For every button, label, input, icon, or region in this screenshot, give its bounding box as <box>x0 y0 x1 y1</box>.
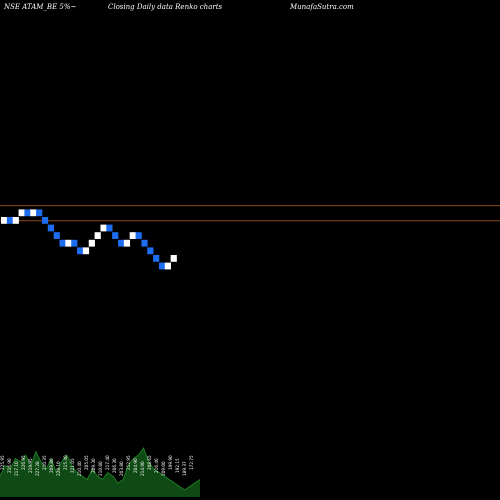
volume-label: 210.35 <box>42 455 47 470</box>
volume-label: 217.10 <box>14 461 19 476</box>
volume-label: 217.40 <box>105 455 110 470</box>
renko-brick <box>158 262 166 270</box>
renko-brick <box>65 239 72 247</box>
renko-brick <box>88 239 95 247</box>
reference-lines <box>0 205 500 222</box>
renko-brick <box>82 247 90 255</box>
volume-label: 228.10 <box>56 461 61 476</box>
renko-brick <box>135 232 142 239</box>
renko-brick <box>24 209 31 217</box>
renko-brick <box>53 232 60 239</box>
volume-label: 221.05 <box>70 458 75 473</box>
renko-brick <box>118 239 125 247</box>
volume-label: 219.95 <box>28 458 33 473</box>
volume-labels: 225.95 216.90 217.10 226.95 219.95 227.28 210.… <box>0 455 194 476</box>
volume-label: 209.80 <box>49 458 54 473</box>
volume-label: 209.00 <box>161 461 166 476</box>
volume-label: 206.30 <box>112 458 117 473</box>
renko-brick <box>36 209 43 217</box>
renko-brick <box>6 217 14 224</box>
renko-brick <box>147 247 154 255</box>
volume-fill <box>0 448 200 497</box>
renko-brick <box>59 239 66 247</box>
renko-brick <box>47 224 54 232</box>
volume-label: 204.90 <box>133 458 138 473</box>
renko-brick <box>123 239 131 247</box>
renko-brick <box>94 232 101 239</box>
volume-line <box>0 447 201 491</box>
volume-area <box>0 447 201 497</box>
renko-brick <box>30 209 37 217</box>
chart-title-right: MunafaSutra.com <box>289 3 354 11</box>
renko-brick <box>41 217 49 224</box>
renko-brick <box>112 232 119 239</box>
volume-label: 215.40 <box>63 455 68 470</box>
renko-bricks <box>1 209 177 270</box>
renko-brick <box>170 255 177 262</box>
volume-label: 199.90 <box>168 455 173 470</box>
volume-label: 205.05 <box>84 455 89 470</box>
renko-brick <box>71 239 78 247</box>
volume-label: 210.80 <box>98 461 103 476</box>
renko-brick <box>100 224 107 232</box>
renko-brick <box>77 247 84 255</box>
chart-title-mid: Closing Daily data Renko charts <box>108 3 223 11</box>
volume-label: 227.28 <box>35 461 40 476</box>
volume-label: 209.30 <box>91 458 96 473</box>
renko-brick <box>12 217 19 224</box>
renko-brick <box>106 224 113 232</box>
volume-label: 212.95 <box>126 455 131 470</box>
volume-label: 189.37 <box>182 461 187 476</box>
volume-label: 210.40 <box>77 461 82 476</box>
volume-label: 226.95 <box>21 455 26 470</box>
renko-brick <box>18 209 25 217</box>
volume-label: 216.46 <box>154 458 159 473</box>
renko-brick <box>1 217 8 224</box>
volume-label: 192.15 <box>175 458 180 473</box>
volume-label: 172.75 <box>189 455 194 470</box>
volume-label: 208.65 <box>147 455 152 470</box>
renko-brick <box>141 239 148 247</box>
volume-label: 203.80 <box>119 461 124 476</box>
renko-brick <box>153 255 160 262</box>
renko-brick <box>129 232 136 239</box>
volume-label: 214.90 <box>140 461 145 476</box>
volume-label: 225.95 <box>0 455 5 470</box>
renko-brick <box>164 262 171 270</box>
chart-title-left: NSE ATAM_BE 5%~ <box>3 3 77 11</box>
volume-label: 216.90 <box>7 458 12 473</box>
